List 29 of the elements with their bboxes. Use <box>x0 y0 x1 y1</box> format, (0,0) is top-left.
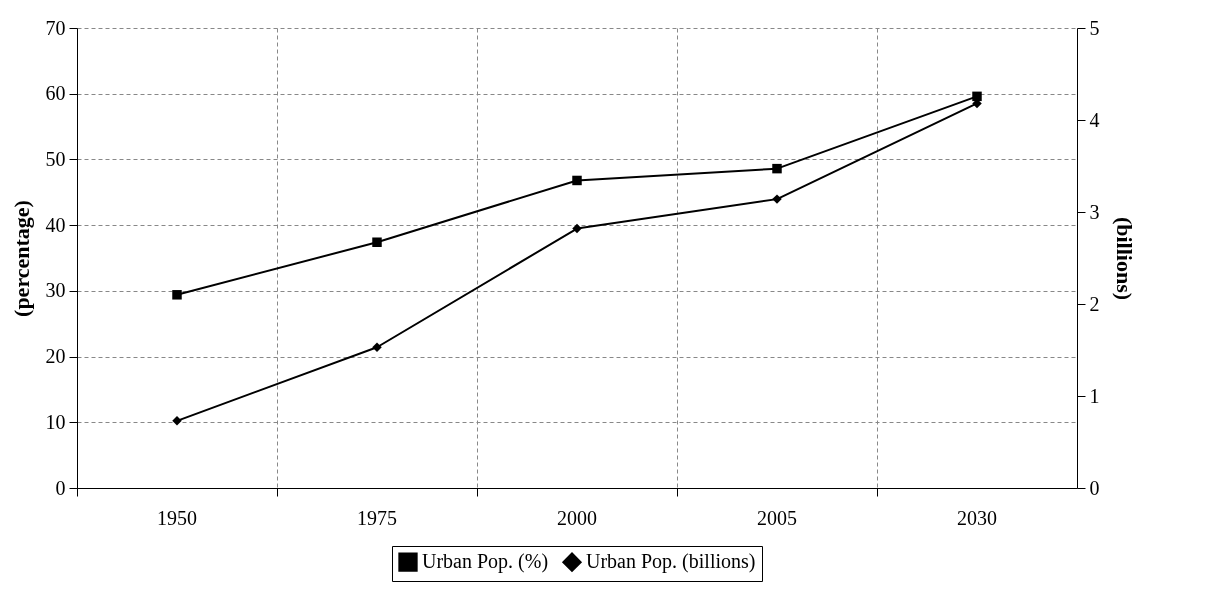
y-tick-label: 50 <box>45 147 66 170</box>
legend-label: Urban Pop. (billions) <box>586 550 756 574</box>
point <box>372 237 382 247</box>
y-tick-label: 10 <box>45 410 66 433</box>
x-tick-label: 2000 <box>557 506 597 529</box>
point <box>772 163 782 174</box>
y-tick-label: 20 <box>45 345 66 368</box>
y-tick-label: 60 <box>45 82 66 105</box>
x-tick-label: 2030 <box>957 506 997 529</box>
y2-tick-label: 2 <box>1089 292 1100 315</box>
legend-label: Urban Pop. (%) <box>422 550 549 574</box>
point <box>572 175 582 186</box>
y2-tick-label: 4 <box>1089 108 1100 131</box>
point <box>972 91 982 102</box>
point <box>172 290 182 300</box>
x-tick-label: 2005 <box>757 506 797 529</box>
y2-axis-title: (billions) <box>1111 216 1137 301</box>
y2-tick-label: 5 <box>1089 16 1100 39</box>
x-tick-label: 1975 <box>357 506 397 529</box>
y-tick-label: 40 <box>45 213 66 236</box>
x-tick-label: 1950 <box>157 506 197 529</box>
y-tick-label: 30 <box>45 279 66 302</box>
y2-tick-label: 0 <box>1089 476 1100 499</box>
y-tick-label: 0 <box>55 476 66 499</box>
y2-tick-label: 1 <box>1089 384 1100 407</box>
point <box>572 223 582 234</box>
y2-tick-label: 3 <box>1089 200 1100 223</box>
y-axis-title: (percentage) <box>8 200 34 317</box>
y-tick-label: 70 <box>45 16 66 39</box>
